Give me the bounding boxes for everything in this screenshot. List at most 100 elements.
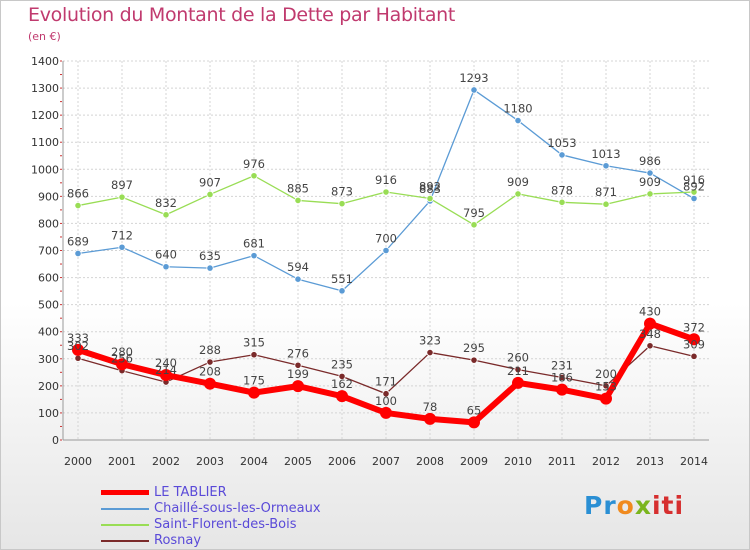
data-point-saint-florent-des-bois bbox=[294, 196, 302, 205]
data-point-chaille-sous-les-ormeaux bbox=[74, 249, 82, 258]
y-tick-label: 1400 bbox=[31, 55, 59, 68]
data-label-le-tablier: 372 bbox=[683, 320, 705, 334]
data-label-rosnay: 309 bbox=[683, 337, 705, 351]
x-tick-label: 2007 bbox=[372, 455, 400, 468]
x-tick-label: 2011 bbox=[548, 455, 576, 468]
y-tick-label: 300 bbox=[38, 353, 59, 366]
axes: 0 100 200 300 400 500 600 700 800 900 1000 1100 1200… bbox=[31, 55, 709, 468]
data-point-rosnay bbox=[558, 373, 566, 382]
data-label-le-tablier: 240 bbox=[155, 356, 177, 370]
data-point-le-tablier bbox=[556, 383, 568, 396]
data-label-chaille-sous-les-ormeaux: 1013 bbox=[591, 147, 620, 161]
data-point-le-tablier bbox=[248, 386, 260, 399]
x-tick-label: 2004 bbox=[240, 455, 268, 468]
data-point-saint-florent-des-bois bbox=[426, 194, 434, 203]
series-lines bbox=[72, 86, 700, 429]
data-point-saint-florent-des-bois bbox=[602, 200, 610, 208]
data-label-rosnay: 323 bbox=[419, 334, 441, 348]
y-tick-label: 200 bbox=[38, 380, 59, 393]
y-tick-label: 100 bbox=[38, 407, 59, 420]
data-label-rosnay: 302 bbox=[67, 339, 89, 353]
data-label-saint-florent-des-bois: 916 bbox=[683, 173, 705, 187]
unit-label: (en €) bbox=[28, 30, 61, 43]
data-point-saint-florent-des-bois bbox=[338, 200, 346, 208]
data-point-saint-florent-des-bois bbox=[162, 211, 170, 219]
data-point-le-tablier bbox=[380, 406, 392, 419]
data-point-rosnay bbox=[470, 356, 478, 364]
data-point-le-tablier bbox=[644, 317, 656, 330]
data-point-le-tablier bbox=[116, 358, 128, 371]
data-label-chaille-sous-les-ormeaux: 1293 bbox=[459, 71, 488, 85]
legend-label-le-tablier: LE TABLIER bbox=[154, 485, 227, 500]
y-tick-label: 700 bbox=[38, 245, 59, 258]
legend-label-rosnay: Rosnay bbox=[154, 533, 202, 548]
data-label-le-tablier: 208 bbox=[199, 365, 221, 379]
data-point-saint-florent-des-bois bbox=[118, 193, 126, 201]
data-label-chaille-sous-les-ormeaux: 892 bbox=[683, 180, 705, 194]
data-label-rosnay: 348 bbox=[639, 327, 661, 341]
y-tick-label: 400 bbox=[38, 326, 59, 339]
line-chart: 0 100 200 300 400 500 600 700 800 900 1000 1100 1200… bbox=[31, 55, 709, 468]
x-tick-label: 2013 bbox=[636, 455, 664, 468]
data-label-chaille-sous-les-ormeaux: 883 bbox=[419, 182, 441, 196]
data-point-chaille-sous-les-ormeaux bbox=[690, 194, 698, 203]
data-label-saint-florent-des-bois: 909 bbox=[639, 175, 661, 189]
data-point-chaille-sous-les-ormeaux bbox=[162, 263, 170, 271]
data-label-chaille-sous-les-ormeaux: 700 bbox=[375, 232, 397, 246]
data-label-chaille-sous-les-ormeaux: 681 bbox=[243, 237, 265, 251]
data-point-saint-florent-des-bois bbox=[206, 190, 214, 199]
data-point-le-tablier bbox=[160, 369, 172, 382]
data-label-saint-florent-des-bois: 873 bbox=[331, 185, 353, 199]
data-label-le-tablier: 333 bbox=[67, 331, 89, 345]
x-tick-label: 2000 bbox=[64, 455, 92, 468]
y-tick-label: 800 bbox=[38, 217, 59, 230]
data-point-saint-florent-des-bois bbox=[250, 172, 258, 180]
data-point-chaille-sous-les-ormeaux bbox=[250, 252, 258, 260]
data-label-le-tablier: 211 bbox=[507, 364, 529, 378]
y-tick-label: 1200 bbox=[31, 109, 59, 122]
data-point-saint-florent-des-bois bbox=[646, 190, 654, 198]
data-point-rosnay bbox=[602, 382, 610, 390]
data-point-chaille-sous-les-ormeaux bbox=[294, 275, 302, 283]
data-label-rosnay: 200 bbox=[595, 367, 617, 381]
data-point-chaille-sous-les-ormeaux bbox=[646, 169, 654, 177]
y-tick-label: 0 bbox=[52, 434, 59, 447]
data-label-le-tablier: 199 bbox=[287, 367, 309, 381]
data-point-le-tablier bbox=[336, 390, 348, 403]
data-label-rosnay: 276 bbox=[287, 346, 309, 360]
data-point-saint-florent-des-bois bbox=[74, 201, 82, 210]
legend-swatch-le-tablier bbox=[101, 490, 149, 495]
data-point-chaille-sous-les-ormeaux bbox=[118, 243, 126, 251]
x-tick-label: 2010 bbox=[504, 455, 532, 468]
data-point-le-tablier bbox=[600, 392, 612, 405]
legend-swatch-rosnay bbox=[101, 540, 149, 542]
data-label-chaille-sous-les-ormeaux: 635 bbox=[199, 249, 221, 263]
x-tick-label: 2003 bbox=[196, 455, 224, 468]
y-tick-label: 600 bbox=[38, 272, 59, 285]
data-point-rosnay bbox=[74, 354, 82, 362]
x-tick-label: 2006 bbox=[328, 455, 356, 468]
data-point-le-tablier bbox=[204, 377, 216, 390]
y-tick-label: 1100 bbox=[31, 136, 59, 149]
data-label-rosnay: 235 bbox=[331, 357, 353, 371]
data-point-chaille-sous-les-ormeaux bbox=[514, 116, 522, 125]
y-tick-label: 900 bbox=[38, 190, 59, 203]
chart-title: Evolution du Montant de la Dette par Hab… bbox=[28, 4, 456, 26]
data-label-rosnay: 256 bbox=[111, 352, 133, 366]
data-point-le-tablier bbox=[292, 380, 304, 393]
data-label-le-tablier: 175 bbox=[243, 374, 265, 388]
data-point-rosnay bbox=[690, 352, 698, 360]
data-point-rosnay bbox=[294, 361, 302, 369]
data-label-saint-florent-des-bois: 878 bbox=[551, 183, 573, 197]
data-point-saint-florent-des-bois bbox=[470, 221, 478, 229]
x-tick-label: 2008 bbox=[416, 455, 444, 468]
data-labels: 302 256 214 288 315 276 235 171 323 295 260 231 200 3… bbox=[67, 71, 705, 417]
legend-label-saint-florent: Saint-Florent-des-Bois bbox=[154, 517, 297, 532]
data-label-rosnay: 231 bbox=[551, 358, 573, 372]
data-label-le-tablier: 280 bbox=[111, 345, 133, 359]
data-point-saint-florent-des-bois bbox=[690, 188, 698, 196]
x-tick-label: 2001 bbox=[108, 455, 136, 468]
data-label-saint-florent-des-bois: 909 bbox=[507, 175, 529, 189]
data-label-saint-florent-des-bois: 892 bbox=[419, 180, 441, 194]
